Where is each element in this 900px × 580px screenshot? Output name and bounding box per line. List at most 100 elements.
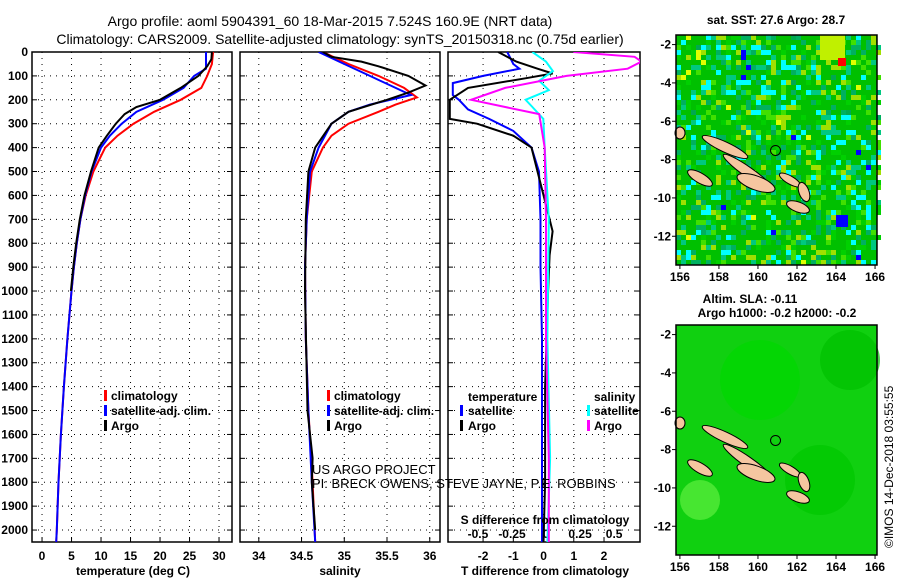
sst-pixel	[696, 200, 701, 205]
sst-pixel	[806, 45, 811, 50]
sst-pixel	[696, 160, 701, 165]
sla-blob	[680, 480, 720, 520]
sst-pixel	[811, 60, 816, 65]
sst-pixel	[746, 35, 751, 40]
sst-pixel	[806, 240, 811, 245]
sst-pixel	[816, 175, 821, 180]
sst-pixel	[731, 255, 736, 260]
sdiff-xlabel: S difference from climatology	[461, 513, 630, 527]
sst-pixel	[701, 210, 706, 215]
sst-pixel	[831, 170, 836, 175]
argo-float-marker	[770, 434, 782, 446]
sst-pixel	[756, 65, 761, 70]
sst-pixel	[781, 50, 786, 55]
sst-pixel	[796, 60, 801, 65]
sst-pixel	[846, 85, 851, 90]
sst-pixel	[836, 190, 841, 195]
sst-pixel	[791, 60, 796, 65]
sst-pixel	[781, 160, 786, 165]
sst-pixel	[781, 245, 786, 250]
sst-pixel	[791, 150, 796, 155]
sst-pixel	[796, 240, 801, 245]
sst-pixel	[811, 100, 816, 105]
sst-pixel	[846, 205, 851, 210]
x2-tick-label: -0.5	[468, 527, 489, 541]
sst-pixel	[686, 255, 691, 260]
island	[797, 181, 811, 203]
legend-salinity-title: salinity	[594, 390, 636, 404]
lat-tick-label: -2	[660, 328, 671, 342]
sst-pixel	[686, 70, 691, 75]
sst-pixel	[766, 230, 771, 235]
sst-pixel	[816, 75, 821, 80]
sst-pixel	[701, 200, 706, 205]
sst-pixel	[726, 90, 731, 95]
sst-pixel	[766, 240, 771, 245]
sst-pixel	[856, 210, 861, 215]
sst-pixel	[731, 245, 736, 250]
sst-pixel	[796, 125, 801, 130]
sst-pixel	[831, 210, 836, 215]
lon-tick-label: 160	[748, 560, 768, 574]
sst-pixel	[741, 215, 746, 220]
sst-pixel	[806, 150, 811, 155]
sst-pixel	[751, 195, 756, 200]
sst-pixel	[676, 185, 681, 190]
sst-pixel	[871, 240, 876, 245]
sst-pixel	[841, 200, 846, 205]
sst-pixel	[876, 145, 881, 150]
x-tick-label: 0	[39, 549, 46, 563]
sst-pixel	[746, 60, 751, 65]
sst-pixel	[746, 110, 751, 115]
sst-pixel	[786, 220, 791, 225]
sst-pixel	[766, 115, 771, 120]
sst-pixel	[826, 130, 831, 135]
sst-pixel	[781, 55, 786, 60]
sst-pixel	[851, 240, 856, 245]
sst-pixel	[856, 45, 861, 50]
sst-pixel	[791, 255, 796, 260]
sst-pixel	[816, 250, 821, 255]
sst-pixel	[716, 165, 721, 170]
map-frame	[675, 34, 878, 266]
sst-pixel	[871, 125, 876, 130]
sla-map-title-2: Argo h1000: -0.2 h2000: -0.2	[698, 306, 857, 320]
sst-pixel	[786, 105, 791, 110]
sst-pixel	[816, 170, 821, 175]
sst-pixel	[856, 235, 861, 240]
lon-tick-label: 164	[826, 270, 846, 284]
sst-pixel	[831, 75, 836, 80]
sst-pixel	[756, 160, 761, 165]
sst-pixel	[831, 250, 836, 255]
y-tick-label: 800	[8, 236, 28, 250]
sst-pixel	[706, 230, 711, 235]
sst-pixel	[686, 80, 691, 85]
sst-pixel	[691, 55, 696, 60]
sst-pixel	[816, 165, 821, 170]
sst-pixel	[801, 115, 806, 120]
sst-pixel	[766, 135, 771, 140]
sst-pixel	[706, 65, 711, 70]
sst-pixel	[706, 100, 711, 105]
sst-pixel	[736, 110, 741, 115]
island	[736, 463, 776, 483]
sst-pixel	[776, 115, 781, 120]
sst-pixel	[726, 235, 731, 240]
sst-pixel	[776, 170, 781, 175]
sst-pixel	[796, 85, 801, 90]
sst-pixel	[751, 50, 756, 55]
salinity-xlabel: salinity	[319, 564, 361, 578]
sst-pixel	[836, 170, 841, 175]
sst-pixel	[846, 255, 851, 260]
sst-pixel	[686, 165, 691, 170]
x2-tick-label: -0.25	[498, 527, 526, 541]
x-tick-label: 35.5	[375, 549, 399, 563]
sst-pixel	[806, 70, 811, 75]
sst-pixel	[801, 235, 806, 240]
sst-pixel	[761, 50, 766, 55]
sst-pixel	[841, 95, 846, 100]
sst-pixel	[706, 245, 711, 250]
sst-pixel	[766, 60, 771, 65]
sst-pixel	[831, 235, 836, 240]
sst-pixel	[706, 220, 711, 225]
